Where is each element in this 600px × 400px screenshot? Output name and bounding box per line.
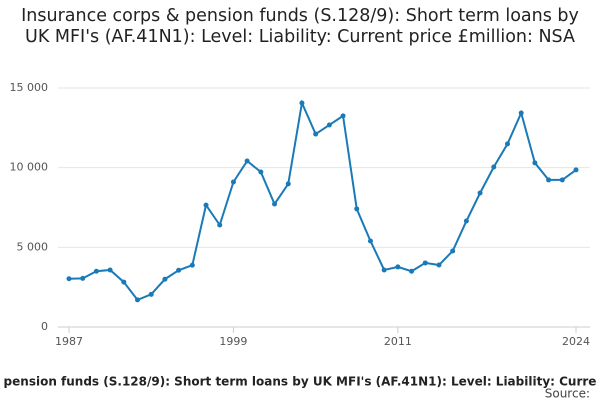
- point: [203, 202, 209, 208]
- point: [409, 268, 415, 274]
- source: Source:: [545, 387, 590, 400]
- point: [313, 131, 319, 137]
- x-tick-label: 2024: [562, 335, 590, 348]
- point: [573, 167, 579, 173]
- x-tick-label: 1999: [219, 335, 247, 348]
- point: [148, 291, 154, 297]
- point: [477, 190, 483, 196]
- y-tick-label: 5 000: [17, 240, 49, 253]
- point: [504, 141, 510, 147]
- point: [354, 206, 360, 212]
- point: [217, 222, 223, 228]
- point: [367, 238, 373, 244]
- point: [66, 276, 72, 282]
- point: [176, 267, 182, 273]
- point: [230, 179, 236, 185]
- point: [326, 122, 332, 128]
- y-tick-label: 0: [41, 320, 48, 333]
- x-tick-label: 1987: [55, 335, 83, 348]
- point: [532, 160, 538, 166]
- point: [518, 110, 524, 116]
- point: [162, 276, 168, 282]
- point: [258, 169, 264, 175]
- point: [546, 177, 552, 183]
- line: [68, 99, 577, 302]
- point: [381, 267, 387, 273]
- point: [189, 262, 195, 268]
- point: [491, 164, 497, 170]
- point: [395, 264, 401, 270]
- point: [135, 297, 141, 303]
- chart-title: Insurance corps & pension funds (S.128/9…: [21, 6, 579, 47]
- y-tick-label: 15 000: [10, 81, 49, 94]
- point: [107, 267, 113, 273]
- point: [244, 158, 250, 164]
- point: [121, 279, 127, 285]
- point: [299, 100, 305, 106]
- point: [463, 218, 469, 224]
- point: [422, 260, 428, 266]
- y-tick-label: 10 000: [10, 161, 49, 174]
- point: [436, 262, 442, 268]
- x-tick-label: 2011: [384, 335, 412, 348]
- point: [285, 181, 291, 187]
- footer: pension funds (S.128/9): Short term loan…: [4, 375, 597, 389]
- point: [559, 177, 565, 183]
- point: [80, 275, 86, 281]
- point: [272, 201, 278, 207]
- point: [450, 248, 456, 254]
- point: [340, 113, 346, 119]
- point: [93, 268, 99, 274]
